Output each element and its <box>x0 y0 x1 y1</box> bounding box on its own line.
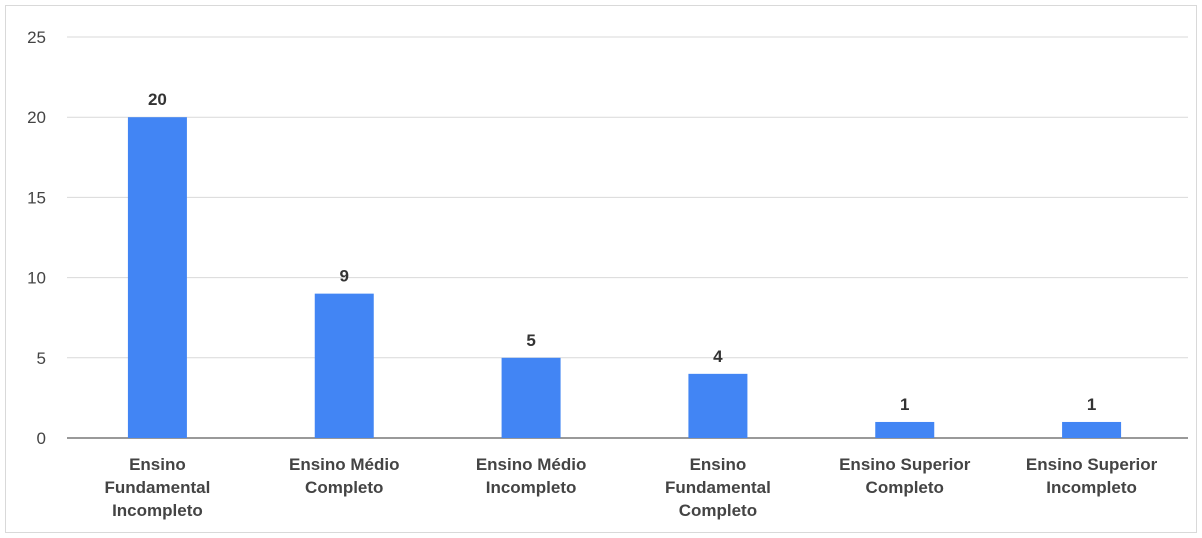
bar <box>127 117 187 438</box>
x-tick-label: Ensino Fundamental Completo <box>665 455 771 520</box>
x-tick-label-line: Completo <box>866 478 944 497</box>
x-tick-label-line: Ensino <box>690 455 747 474</box>
data-label: 9 <box>340 267 349 286</box>
y-tick-label: 0 <box>37 429 46 448</box>
chart-frame <box>5 5 1197 533</box>
x-tick-label: Ensino Fundamental Incompleto <box>105 455 211 520</box>
data-label: 20 <box>148 90 167 109</box>
y-tick-label: 20 <box>27 108 46 127</box>
data-label: 5 <box>526 331 535 350</box>
x-tick-label: Ensino Médio Incompleto <box>476 455 587 497</box>
x-tick-label-line: Completo <box>305 478 383 497</box>
bar <box>1062 421 1122 438</box>
x-tick-label-line: Ensino Médio <box>476 455 587 474</box>
bar <box>501 357 561 438</box>
bar <box>314 293 374 438</box>
data-label: 1 <box>1087 395 1096 414</box>
y-tick-label: 15 <box>27 188 46 207</box>
x-tick-label-line: Completo <box>679 501 757 520</box>
x-tick-label-line: Incompleto <box>486 478 577 497</box>
data-label: 1 <box>900 395 909 414</box>
y-tick-label: 10 <box>27 269 46 288</box>
x-tick-label: Ensino Médio Completo <box>289 455 400 497</box>
x-tick-label-line: Fundamental <box>665 478 771 497</box>
x-tick-label-line: Incompleto <box>1046 478 1137 497</box>
y-tick-label: 25 <box>27 28 46 47</box>
data-label: 4 <box>713 347 723 366</box>
x-tick-label-line: Incompleto <box>112 501 203 520</box>
x-tick-label-line: Fundamental <box>105 478 211 497</box>
x-tick-label-line: Ensino Superior <box>839 455 971 474</box>
x-tick-label-line: Ensino <box>129 455 186 474</box>
bar <box>875 421 935 438</box>
x-tick-label: Ensino Superior Incompleto <box>1026 455 1158 497</box>
x-tick-label-line: Ensino Superior <box>1026 455 1158 474</box>
x-tick-label-line: Ensino Médio <box>289 455 400 474</box>
bar <box>688 373 748 438</box>
y-tick-label: 5 <box>37 349 46 368</box>
x-tick-label: Ensino Superior Completo <box>839 455 971 497</box>
